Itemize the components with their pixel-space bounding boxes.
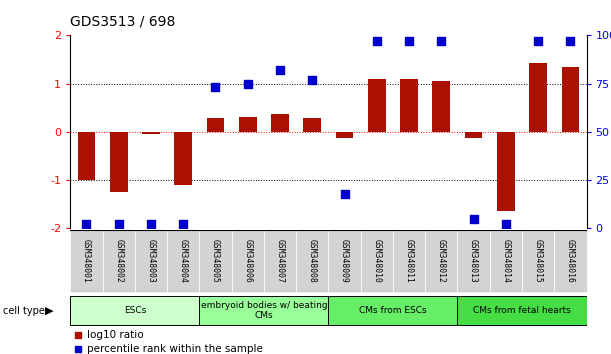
Point (533, 38, 543, 44)
Bar (142, 132, 160, 134)
Bar (433, 81, 450, 132)
Text: GSM348008: GSM348008 (308, 239, 316, 283)
Text: GDS3513 / 698: GDS3513 / 698 (70, 14, 175, 28)
Point (81, 222, 91, 227)
Bar (465, 132, 483, 138)
Bar (110, 132, 128, 192)
Point (178, 222, 188, 227)
Bar (199, 230, 232, 292)
Bar (304, 118, 321, 132)
FancyBboxPatch shape (329, 296, 458, 325)
Text: GSM348009: GSM348009 (340, 239, 349, 283)
Text: CMs from ESCs: CMs from ESCs (359, 306, 426, 315)
FancyBboxPatch shape (70, 296, 199, 325)
Bar (497, 132, 514, 211)
Bar (232, 230, 264, 292)
Bar (174, 132, 192, 185)
Bar (335, 132, 353, 138)
FancyBboxPatch shape (199, 296, 329, 325)
Text: GSM348015: GSM348015 (533, 239, 543, 283)
Bar (393, 230, 425, 292)
Point (501, 222, 511, 227)
Bar (70, 230, 103, 292)
Text: GSM348012: GSM348012 (437, 239, 446, 283)
Bar (207, 118, 224, 132)
Bar (554, 230, 587, 292)
Text: GSM348001: GSM348001 (82, 239, 91, 283)
Text: GSM348007: GSM348007 (276, 239, 285, 283)
Point (372, 38, 382, 44)
Bar (458, 230, 490, 292)
Point (436, 38, 446, 44)
Point (307, 77, 317, 82)
Text: GSM348005: GSM348005 (211, 239, 220, 283)
Point (114, 222, 123, 227)
Text: GSM348011: GSM348011 (404, 239, 414, 283)
Text: GSM348010: GSM348010 (372, 239, 381, 283)
Bar (264, 230, 296, 292)
Text: log10 ratio: log10 ratio (87, 330, 144, 341)
Point (243, 81, 252, 86)
Text: ESCs: ESCs (123, 306, 146, 315)
Point (404, 38, 414, 44)
Text: percentile rank within the sample: percentile rank within the sample (87, 344, 263, 354)
Bar (400, 79, 418, 132)
Bar (562, 67, 579, 132)
Bar (296, 230, 329, 292)
Bar (368, 79, 386, 132)
Point (566, 38, 576, 44)
Point (340, 191, 349, 196)
Text: GSM348003: GSM348003 (147, 239, 155, 283)
Text: ▶: ▶ (45, 306, 53, 316)
Bar (329, 230, 360, 292)
Text: cell type: cell type (3, 306, 48, 316)
Point (275, 67, 285, 73)
Bar (522, 230, 554, 292)
Bar (135, 230, 167, 292)
Point (469, 216, 478, 222)
Text: CMs from fetal hearts: CMs from fetal hearts (473, 306, 571, 315)
Text: GSM348006: GSM348006 (243, 239, 252, 283)
Bar (271, 114, 289, 132)
Bar (78, 132, 95, 180)
Bar (425, 230, 458, 292)
Point (146, 222, 156, 227)
Text: GSM348014: GSM348014 (502, 239, 510, 283)
Bar (529, 63, 547, 132)
Text: GSM348004: GSM348004 (178, 239, 188, 283)
Bar (167, 230, 199, 292)
Text: GSM348013: GSM348013 (469, 239, 478, 283)
FancyBboxPatch shape (458, 296, 587, 325)
Bar (103, 230, 135, 292)
Bar (239, 118, 257, 132)
Text: embryoid bodies w/ beating
CMs: embryoid bodies w/ beating CMs (200, 301, 327, 320)
Point (211, 85, 221, 90)
Bar (360, 230, 393, 292)
Text: GSM348002: GSM348002 (114, 239, 123, 283)
Text: GSM348016: GSM348016 (566, 239, 575, 283)
Bar (490, 230, 522, 292)
